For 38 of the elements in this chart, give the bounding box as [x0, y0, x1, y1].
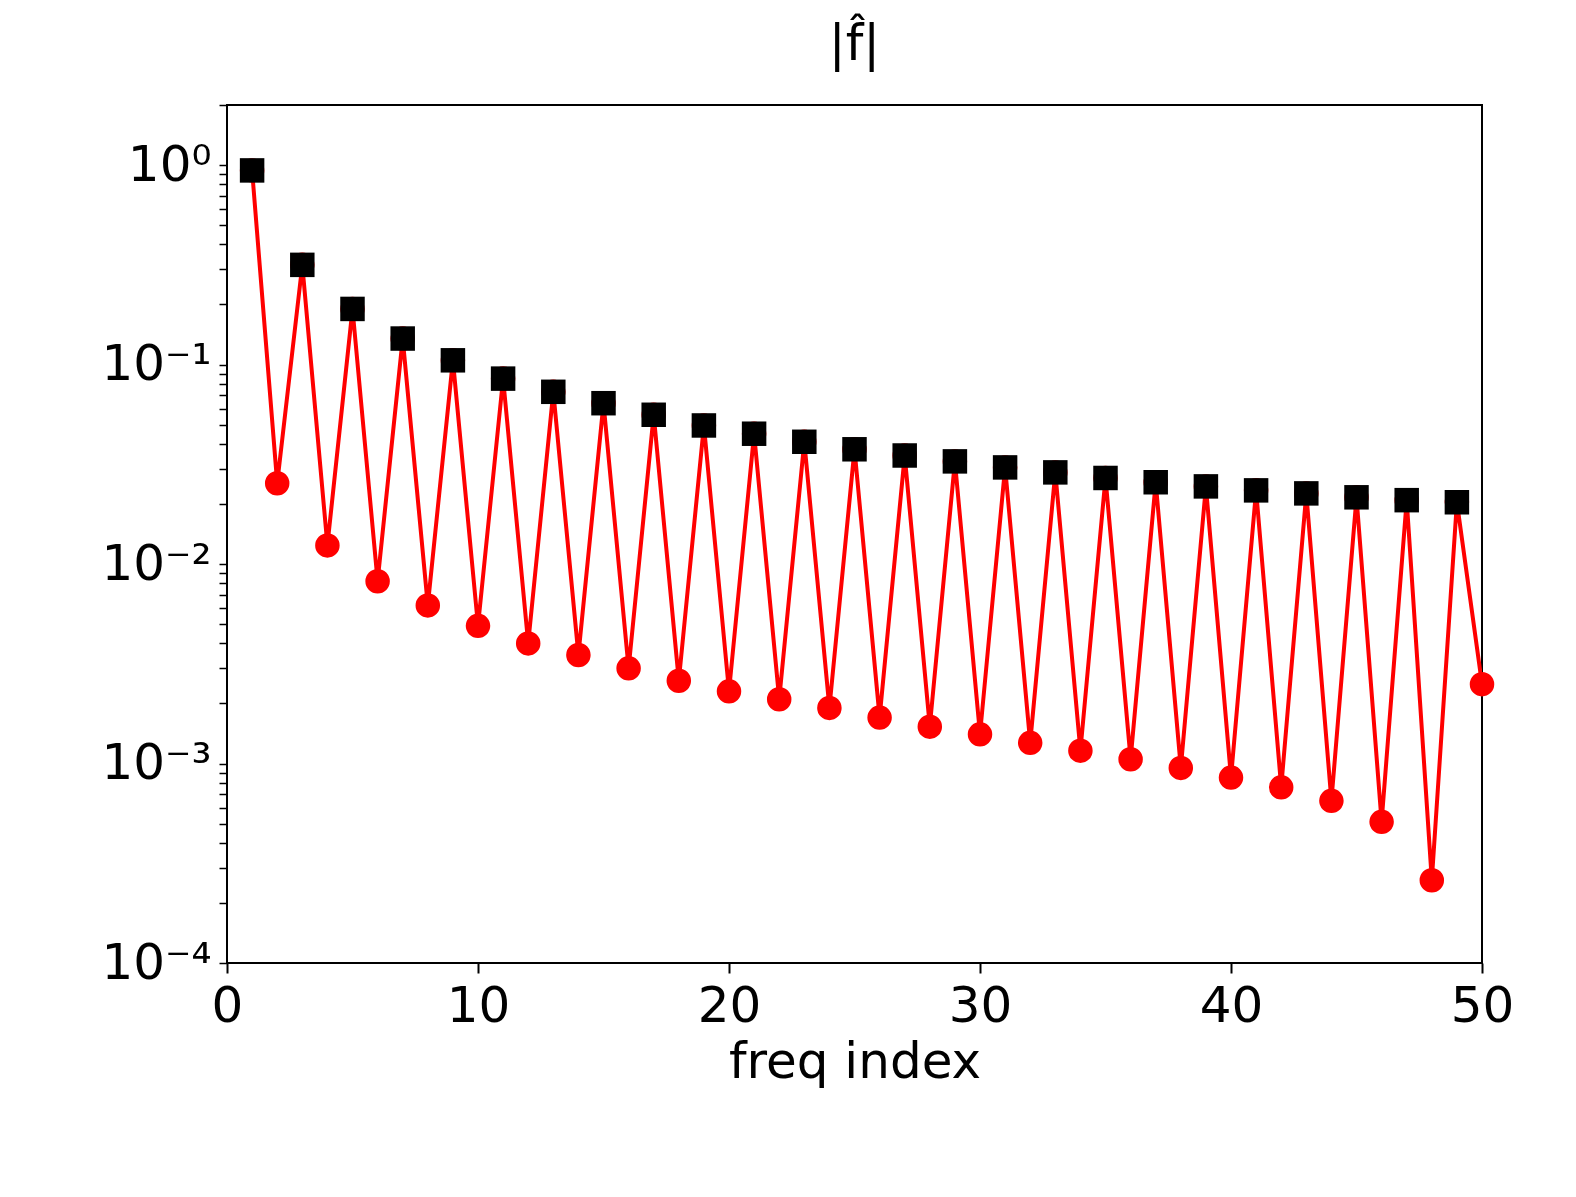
x-tick-label: 30	[948, 975, 1013, 1034]
point	[1469, 671, 1495, 697]
point	[264, 471, 290, 496]
point	[1319, 788, 1344, 814]
point	[1218, 765, 1244, 790]
point	[817, 695, 842, 721]
point	[315, 533, 340, 558]
x-tick-label: 40	[1199, 975, 1264, 1034]
point	[1017, 730, 1043, 756]
point	[415, 593, 441, 618]
x-tick-label: 20	[697, 975, 762, 1034]
point	[766, 687, 792, 712]
x-tick-label: 10	[446, 975, 511, 1034]
point	[716, 679, 742, 704]
point	[566, 642, 591, 668]
point	[1118, 747, 1143, 772]
point	[515, 631, 541, 656]
point	[465, 613, 491, 639]
y-tick-label: 10⁻⁴	[101, 932, 212, 991]
y-tick-label: 10⁻²	[101, 533, 212, 592]
point	[666, 668, 692, 693]
x-tick-label: 0	[211, 975, 244, 1034]
y-tick-label: 10⁰	[127, 134, 212, 193]
point	[967, 722, 993, 747]
point	[1168, 755, 1194, 781]
x-tick-label: 50	[1450, 975, 1515, 1034]
point	[867, 705, 892, 730]
x-axis-title: freq index	[728, 1031, 982, 1090]
point	[365, 569, 390, 594]
point	[1419, 868, 1445, 893]
point	[1068, 738, 1093, 763]
point	[616, 656, 641, 681]
y-tick-label: 10⁻³	[101, 733, 212, 792]
point	[1369, 809, 1394, 835]
chart-title: |f̂|	[828, 12, 881, 72]
point	[1268, 775, 1294, 800]
y-tick-label: 10⁻¹	[101, 334, 212, 393]
point	[917, 714, 943, 739]
